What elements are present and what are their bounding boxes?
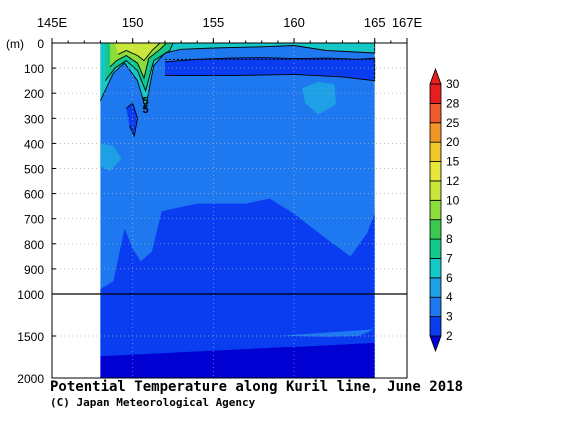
colorbar-label: 28 (446, 96, 460, 110)
region-2-3-deep (100, 329, 375, 357)
colorbar-label: 15 (446, 155, 460, 169)
y-tick-label: 1000 (17, 288, 44, 302)
credit-text: (C) Japan Meteorological Agency (50, 396, 256, 409)
region-warm-4-6-west (100, 143, 122, 171)
y-tick-label: 600 (24, 188, 44, 202)
colorbar-segment (429, 102, 442, 124)
colorbar-bottom-arrow (429, 335, 442, 353)
colorbar-label: 6 (446, 271, 453, 285)
y-tick-label: 0 (37, 37, 44, 51)
y-tick-label: 100 (24, 62, 44, 76)
region-subsurface-3 (165, 57, 375, 81)
contour-core-3 (125, 102, 138, 138)
colorbar-label: 2 (446, 329, 453, 343)
colorbar-label: 8 (446, 232, 453, 246)
axes-layer: 145E 150 155 160 165 167E (m) 0 100 200 300 400 500 6… (6, 15, 423, 386)
x-tick-label: 155 (203, 15, 225, 30)
y-tick-label: 800 (24, 238, 44, 252)
y-tick-label: 300 (24, 112, 44, 126)
colorbar-segment (429, 199, 442, 221)
colorbar-segment (429, 180, 442, 201)
region-core-3 (126, 103, 138, 136)
x-tick-label: 150 (122, 15, 144, 30)
colorbar-segment (429, 83, 442, 104)
x-tick-label: 167E (392, 15, 423, 30)
x-tick-label: 145E (37, 15, 68, 30)
colorbar-label: 20 (446, 135, 460, 149)
colorbar-label: 10 (446, 193, 460, 207)
y-tick-label: 1500 (17, 330, 44, 344)
contour-label: 5 (143, 104, 149, 116)
colorbar-label: 3 (446, 310, 453, 324)
contour-label: 5 (143, 96, 149, 108)
y-tick-label: 900 (24, 263, 44, 277)
colorbar-segment (429, 296, 442, 318)
colorbar-top-arrow (429, 67, 442, 85)
x-tick-label: 160 (283, 15, 305, 30)
colorbar-label: 7 (446, 251, 453, 265)
colorbar-segment (429, 258, 442, 279)
colorbar-segment (429, 122, 442, 143)
y-tick-label: 700 (24, 213, 44, 227)
y-tick-label: 200 (24, 87, 44, 101)
colorbar-segment (429, 141, 442, 162)
colorbar-segment (429, 161, 442, 182)
colorbar-label: 12 (446, 174, 460, 188)
colorbar-label: 25 (446, 116, 460, 130)
region-warm-4-6 (302, 81, 336, 115)
region-3-4 (100, 198, 375, 348)
colorbar-segment (429, 316, 442, 337)
colorbar-label: 4 (446, 290, 453, 304)
y-tick-label: 400 (24, 137, 44, 151)
colorbar-label: 30 (446, 77, 460, 91)
colorbar-label: 9 (446, 213, 453, 227)
region-surface-10-12 (114, 43, 161, 61)
chart-title: Potential Temperature along Kuril line, … (50, 379, 463, 395)
colorbar-segment (429, 238, 442, 259)
colorbar-segment (429, 219, 442, 240)
y-unit-label: (m) (6, 37, 24, 51)
region-below-2 (100, 342, 375, 378)
x-tick-label: 165 (364, 15, 386, 30)
y-tick-label: 2000 (17, 372, 44, 386)
colorbar: 2 3 4 6 7 8 9 10 12 15 20 25 28 30 (429, 67, 460, 353)
y-tick-label: 500 (24, 163, 44, 177)
colorbar-segment (429, 277, 442, 298)
